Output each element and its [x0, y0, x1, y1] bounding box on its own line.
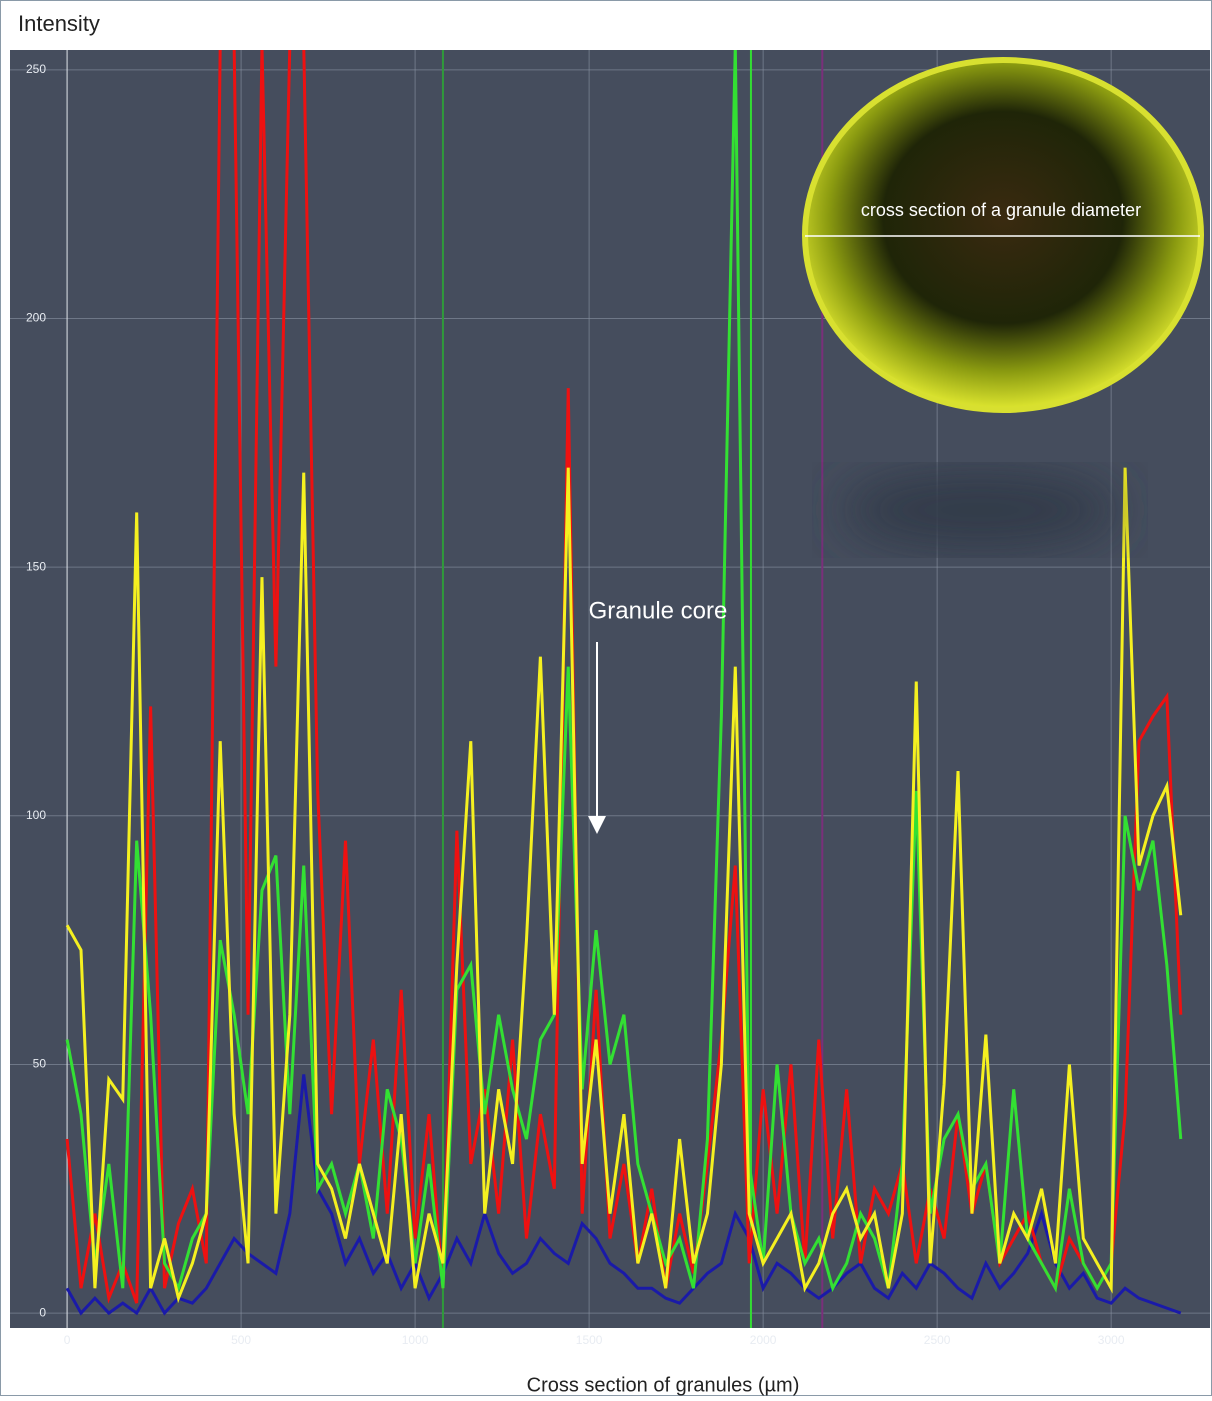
- y-axis-title: Intensity: [18, 11, 100, 36]
- chart: Intensity 050100150200250050010001500200…: [0, 0, 1212, 1396]
- y-tick-label: 0: [39, 1305, 46, 1319]
- y-tick-label: 150: [26, 559, 46, 573]
- page: Intensity 050100150200250050010001500200…: [0, 0, 1212, 1401]
- x-tick-label: 2000: [750, 1333, 777, 1347]
- x-tick-label: 1500: [576, 1333, 603, 1347]
- x-tick-label: 0: [64, 1333, 71, 1347]
- y-tick-label: 100: [26, 808, 46, 822]
- annotation: Granule core: [589, 597, 728, 624]
- x-tick-label: 500: [231, 1333, 251, 1347]
- inset-label: cross section of a granule diameter: [861, 200, 1141, 220]
- shadow: [840, 470, 1120, 550]
- y-tick-label: 50: [33, 1057, 47, 1071]
- granule-inset: [805, 60, 1201, 410]
- y-tick-label: 250: [26, 62, 46, 76]
- x-tick-label: 3000: [1098, 1333, 1125, 1347]
- y-tick-label: 200: [26, 311, 46, 325]
- x-tick-label: 2500: [924, 1333, 951, 1347]
- x-tick-label: 1000: [402, 1333, 429, 1347]
- x-axis-title: Cross section of granules (µm): [527, 1374, 800, 1396]
